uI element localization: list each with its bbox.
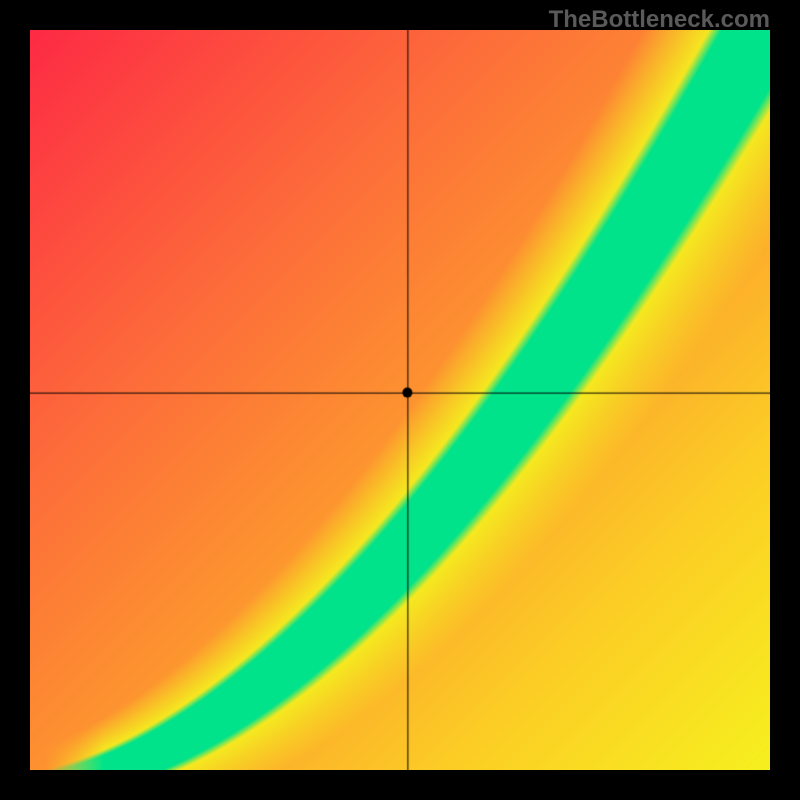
plot-area (30, 30, 770, 770)
watermark-text: TheBottleneck.com (549, 6, 770, 34)
chart-container: TheBottleneck.com (0, 0, 800, 800)
heatmap-canvas (30, 30, 770, 770)
